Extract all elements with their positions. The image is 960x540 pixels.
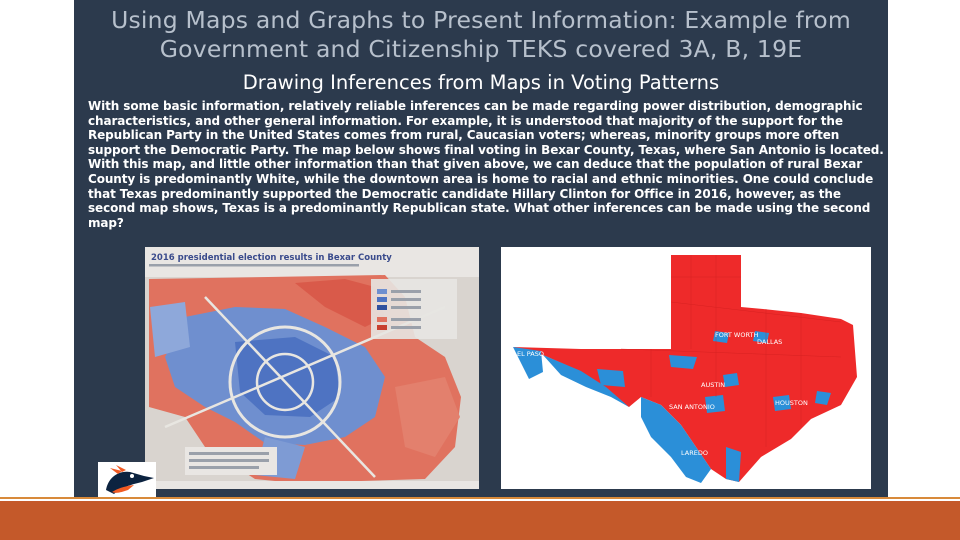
city-label-dallas: DALLAS [757,338,782,346]
slide-panel: Using Maps and Graphs to Present Informa… [74,0,888,498]
bottom-accent-bar [0,501,960,540]
city-label-austin: AUSTIN [701,381,725,389]
texas-election-map: EL PASO FORT WORTH DALLAS AUSTIN SAN ANT… [501,247,871,489]
city-label-el-paso: EL PASO [517,350,544,358]
city-label-san-antonio: SAN ANTONIO [669,403,715,411]
city-label-houston: HOUSTON [775,399,808,407]
slide-subtitle: Drawing Inferences from Maps in Voting P… [242,71,720,94]
slide-body-text: With some basic information, relatively … [88,99,884,230]
bexar-county-map: 2016 presidential election results in Be… [145,247,479,489]
bottom-accent-line [0,497,960,499]
roadrunner-logo [98,462,156,498]
bexar-map-title: 2016 presidential election results in Be… [151,253,392,263]
city-label-fort-worth: FORT WORTH [715,331,758,339]
slide-title: Using Maps and Graphs to Present Informa… [111,6,851,63]
city-label-laredo: LAREDO [681,449,708,457]
